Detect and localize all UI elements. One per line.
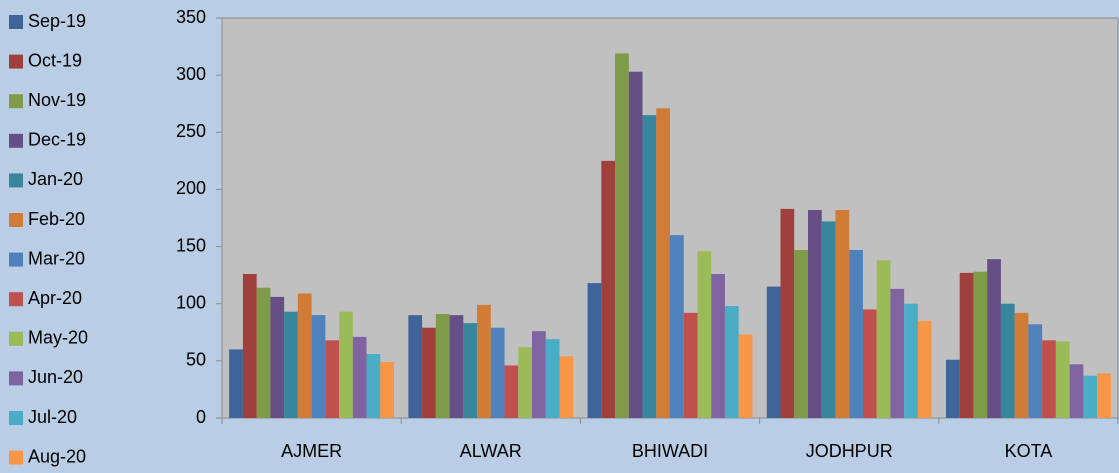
bar	[463, 323, 478, 418]
legend-label: Jul-20	[28, 407, 77, 427]
legend-swatch	[9, 213, 23, 227]
y-tick-label: 250	[176, 121, 206, 141]
bar	[1042, 340, 1056, 418]
y-tick-label: 300	[176, 64, 206, 84]
bar	[435, 314, 450, 418]
bar	[973, 271, 988, 418]
bar	[311, 315, 326, 418]
y-tick-label: 100	[176, 292, 206, 312]
bar	[670, 235, 684, 418]
bar	[794, 250, 808, 418]
legend-label: Jan-20	[28, 169, 83, 189]
bar	[862, 309, 877, 418]
bar	[835, 210, 850, 418]
bar	[545, 339, 560, 418]
bar	[642, 115, 657, 419]
legend-label: Apr-20	[28, 288, 82, 308]
legend-label: Dec-19	[28, 130, 86, 150]
y-tick-label: 350	[176, 7, 206, 27]
bar	[325, 340, 340, 418]
x-tick-label: ALWAR	[460, 441, 522, 461]
bar	[780, 208, 795, 418]
bar	[380, 362, 395, 418]
legend-swatch	[9, 252, 23, 267]
bar	[711, 274, 725, 418]
bar	[849, 250, 863, 418]
legend-label: Sep-19	[28, 11, 86, 31]
bar	[352, 336, 367, 418]
bar	[601, 160, 616, 418]
bar	[1069, 364, 1084, 418]
bar	[504, 365, 519, 418]
legend-swatch	[9, 411, 23, 425]
bar	[1028, 324, 1043, 418]
bar	[904, 303, 918, 418]
bar	[959, 272, 974, 418]
bar	[890, 288, 905, 418]
bar	[1097, 373, 1111, 418]
bar	[1014, 312, 1029, 418]
bar	[477, 304, 491, 418]
bar	[876, 260, 891, 418]
legend-label: May-20	[28, 328, 88, 348]
bar	[656, 108, 670, 419]
legend-swatch	[9, 371, 23, 386]
legend-swatch	[9, 450, 23, 465]
bar	[1055, 341, 1070, 418]
bar	[766, 286, 781, 418]
bar	[229, 349, 243, 418]
bar	[587, 283, 602, 418]
legend-label: Aug-20	[28, 446, 86, 466]
y-tick-label: 200	[176, 178, 206, 198]
bar	[945, 359, 960, 418]
bar	[1000, 303, 1015, 418]
y-tick-label: 0	[196, 407, 206, 427]
bar	[807, 210, 822, 418]
bar	[615, 53, 629, 419]
bar	[917, 320, 932, 418]
bar	[270, 296, 285, 418]
bar	[284, 311, 298, 418]
x-tick-label: AJMER	[281, 441, 342, 461]
bar	[738, 334, 753, 418]
x-tick-label: JODHPUR	[806, 441, 893, 461]
legend-label: Oct-19	[28, 50, 82, 70]
bar	[256, 287, 271, 418]
bar	[449, 315, 464, 418]
bar	[559, 356, 574, 418]
legend-label: Nov-19	[28, 90, 86, 110]
legend-swatch	[9, 292, 23, 307]
legend-label: Mar-20	[28, 248, 85, 268]
legend-swatch	[9, 173, 23, 188]
bar	[490, 327, 505, 418]
legend-swatch	[9, 331, 23, 346]
legend-label: Feb-20	[28, 209, 85, 229]
bar	[339, 311, 353, 418]
legend-swatch	[9, 54, 23, 69]
bar	[1083, 375, 1098, 418]
bar	[297, 293, 312, 418]
bar	[518, 347, 533, 418]
y-tick-label: 50	[186, 350, 206, 370]
bar	[408, 315, 423, 418]
bar	[628, 71, 643, 418]
x-tick-label: KOTA	[1005, 441, 1053, 461]
legend-label: Jun-20	[28, 367, 83, 387]
y-tick-label: 150	[176, 235, 206, 255]
bar	[821, 221, 836, 418]
x-tick-label: BHIWADI	[632, 441, 708, 461]
bar	[683, 312, 698, 418]
bar	[724, 306, 739, 418]
bar	[532, 331, 546, 418]
bar	[366, 354, 381, 418]
bar	[987, 259, 1001, 418]
bar	[697, 251, 712, 418]
legend-swatch	[9, 15, 23, 29]
bar	[242, 274, 257, 418]
bar	[422, 327, 436, 418]
legend-swatch	[9, 133, 23, 148]
legend-swatch	[9, 94, 23, 109]
